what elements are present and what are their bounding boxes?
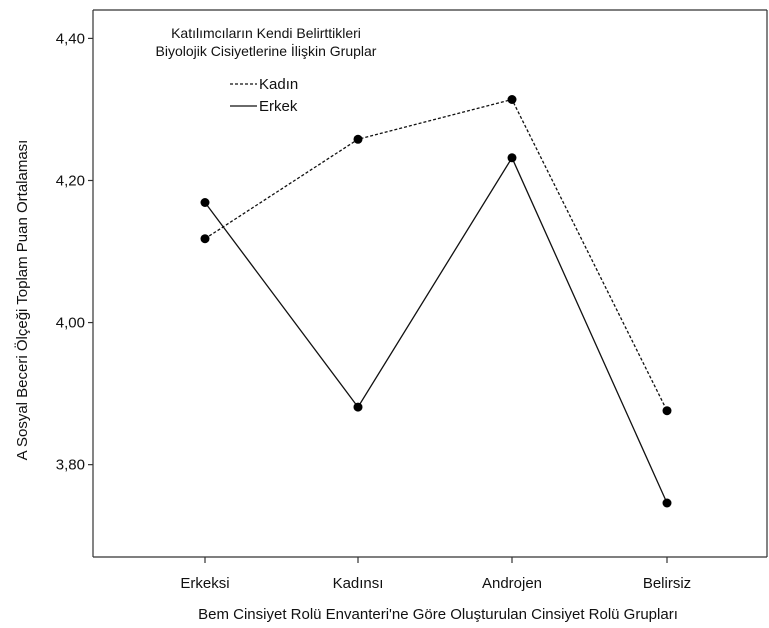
legend: Katılımcıların Kendi Belirttikleri Biyol… — [156, 25, 377, 115]
x-axis-label: Bem Cinsiyet Rolü Envanteri'ne Göre Oluş… — [198, 606, 678, 623]
series-lines — [204, 98, 668, 504]
legend-label-kadin: Kadın — [259, 76, 298, 93]
y-ticks: 3,80 4,00 4,20 4,40 — [56, 30, 93, 474]
data-point-kadın — [353, 134, 363, 144]
x-tick-label: Kadınsı — [333, 575, 384, 592]
y-tick-label: 4,20 — [56, 172, 85, 189]
x-tick-label: Belirsiz — [643, 575, 691, 592]
x-ticks: Erkeksi Kadınsı Androjen Belirsiz — [180, 557, 691, 592]
data-point-kadın — [662, 406, 672, 416]
series-line-kadın — [204, 98, 668, 411]
data-point-kadın — [200, 234, 210, 244]
series-markers — [200, 95, 672, 508]
data-point-kadın — [507, 95, 517, 104]
legend-title-line1: Katılımcıların Kendi Belirttikleri — [171, 25, 361, 41]
y-tick-label: 3,80 — [56, 457, 85, 474]
legend-title-line2: Biyolojik Cisiyetlerine İlişkin Gruplar — [156, 42, 377, 59]
y-tick-label: 4,40 — [56, 30, 85, 47]
data-point-erkek — [662, 498, 672, 508]
axes — [92, 9, 768, 558]
series-line-erkek — [204, 156, 668, 504]
x-tick-label: Androjen — [482, 575, 542, 592]
data-point-erkek — [507, 153, 517, 163]
x-tick-label: Erkeksi — [180, 575, 229, 592]
y-axis-label: A Sosyal Beceri Ölçeği Toplam Puan Ortal… — [13, 140, 31, 461]
legend-label-erkek: Erkek — [259, 98, 298, 115]
y-tick-label: 4,00 — [56, 315, 85, 332]
data-point-erkek — [353, 402, 363, 412]
data-point-erkek — [200, 198, 210, 207]
